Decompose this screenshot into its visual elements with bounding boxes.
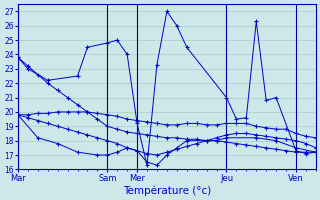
X-axis label: Température (°c): Température (°c) xyxy=(123,185,211,196)
